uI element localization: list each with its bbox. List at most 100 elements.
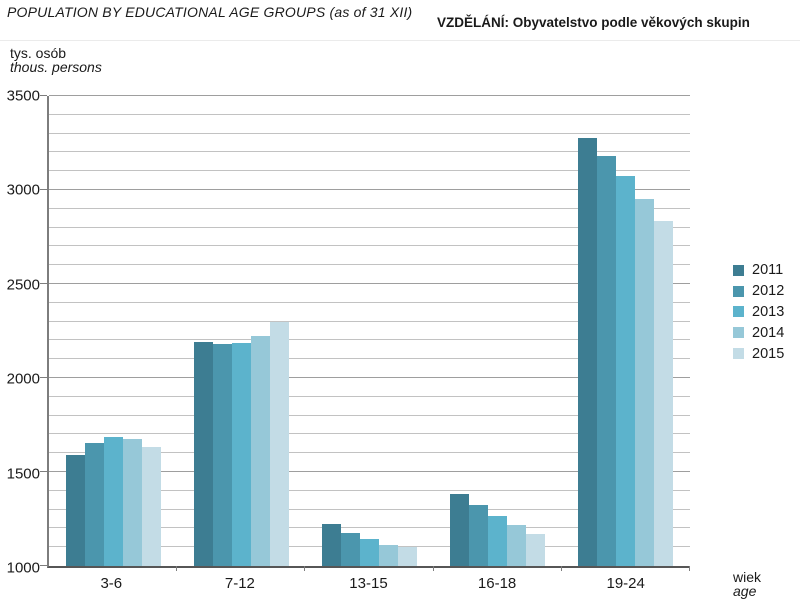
legend-swatch-2011 [733,264,744,276]
legend-item-2015: 2015 [733,343,784,364]
legend-item-2012: 2012 [733,281,784,302]
gridline [49,489,690,491]
bar-7-12-2013 [231,343,251,566]
y-axis-tick [40,377,47,378]
bar-group-16-18 [434,96,562,566]
y-axis-tick-labels: 1000 1500 2000 2500 3000 3500 [0,89,40,576]
x-axis-title: wiek age [733,569,762,599]
gridline [49,132,690,134]
y-axis-tick [40,565,47,566]
y-tick-label-1500: 1500 [6,465,40,483]
header-divider [0,40,800,41]
legend-label-2013: 2013 [752,303,785,320]
y-axis-unit-polish: tys. osób [10,45,67,61]
bar-13-15-2013 [360,539,379,566]
x-axis-tick [176,566,178,571]
gridline [49,527,690,529]
category-label-19-24: 19-24 [606,575,645,592]
gridline [49,414,690,416]
legend-swatch-2013 [733,306,744,318]
chart-title-english: POPULATION BY EDUCATIONAL AGE GROUPS (as… [7,4,413,20]
bar-13-15-2011 [322,524,341,566]
y-tick-label-1000: 1000 [6,559,40,577]
y-axis-tick [40,189,47,190]
x-axis-tick [689,566,690,571]
legend-swatch-2015 [733,348,744,360]
x-axis-tick [560,566,562,571]
y-axis-unit-english: thous. persons [10,59,102,75]
gridline [49,339,690,341]
gridline [49,170,690,172]
bar-7-12-2012 [212,344,232,566]
bar-3-6-2015 [141,447,161,566]
category-label-3-6: 3-6 [100,575,123,592]
bar-19-24-2012 [597,156,617,566]
legend-item-2013: 2013 [733,302,784,323]
x-axis-title-polish: wiek [733,569,762,585]
bar-13-15-2015 [398,547,417,566]
bar-16-18-2015 [526,533,546,566]
gridline [49,358,690,360]
category-label-16-18: 16-18 [477,575,517,592]
gridline [49,301,690,303]
legend-label-2015: 2015 [752,345,785,362]
gridline [49,320,690,322]
bar-3-6-2013 [103,437,123,566]
bar-19-24-2013 [616,175,636,566]
legend-swatch-2012 [733,285,744,297]
bar-group-3-6 [49,96,177,566]
legend-item-2014: 2014 [733,322,784,343]
bar-3-6-2014 [122,438,142,566]
bar-16-18-2014 [507,525,527,566]
bar-16-18-2012 [469,505,489,566]
legend: 2011 2012 2013 2014 2015 [733,260,784,364]
bar-group-19-24 [562,96,690,566]
y-axis-tick [40,471,47,472]
y-tick-label-2500: 2500 [6,276,40,294]
gridline [49,471,690,472]
gridline [49,433,690,435]
y-axis-unit-label: tys. osób thous. persons [10,46,102,74]
legend-label-2014: 2014 [752,324,785,341]
bar-group-7-12 [177,96,305,566]
bar-3-6-2011 [65,455,85,566]
gridline [49,452,690,454]
gridline [49,508,690,510]
gridline [49,245,690,247]
plot-area [40,95,690,571]
gridline [49,226,690,228]
x-axis-tick [304,566,306,571]
y-tick-label-3000: 3000 [6,181,40,199]
x-axis-category-labels: 3-6 7-12 13-15 16-18 19-24 [47,575,690,592]
y-axis-tick [40,283,47,284]
bar-19-24-2011 [578,138,598,566]
bar-13-15-2012 [341,532,360,566]
bar-19-24-2015 [654,221,674,566]
bar-16-18-2011 [450,494,470,566]
y-axis-tick [40,95,47,96]
x-axis-tick [432,566,434,571]
legend-label-2011: 2011 [752,262,784,279]
gridline [49,95,690,96]
gridline [49,189,690,190]
gridline [49,377,690,378]
gridline [49,395,690,397]
bar-group-13-15 [305,96,433,566]
bar-19-24-2014 [635,199,655,566]
gridline [49,113,690,115]
y-tick-label-3500: 3500 [6,87,40,105]
bar-3-6-2012 [84,443,104,566]
category-label-7-12: 7-12 [224,575,255,592]
category-label-13-15: 13-15 [349,575,388,592]
bar-7-12-2015 [269,322,289,566]
legend-item-2011: 2011 [733,260,784,281]
bar-13-15-2014 [379,544,398,566]
gridline [49,207,690,209]
gridline [49,264,690,266]
bar-groups [49,96,690,566]
gridline [49,151,690,153]
bar-7-12-2011 [193,341,213,566]
legend-swatch-2014 [733,327,744,339]
x-axis-title-english: age [733,582,757,599]
